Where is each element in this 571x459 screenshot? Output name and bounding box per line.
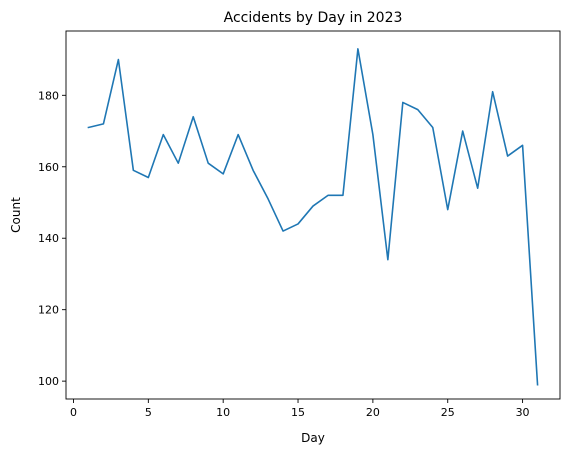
y-tick-label: 180 (38, 89, 59, 102)
x-tick-label: 5 (145, 406, 152, 419)
y-tick-label: 100 (38, 375, 59, 388)
x-axis-label: Day (301, 431, 325, 445)
x-tick-label: 30 (516, 406, 530, 419)
y-axis-label: Count (9, 197, 23, 233)
x-tick-label: 0 (70, 406, 77, 419)
y-tick-label: 140 (38, 232, 59, 245)
y-tick-label: 160 (38, 161, 59, 174)
chart-title: Accidents by Day in 2023 (224, 10, 403, 26)
y-tick-label: 120 (38, 304, 59, 317)
x-tick-label: 25 (441, 406, 455, 419)
x-tick-label: 15 (291, 406, 305, 419)
x-tick-label: 10 (216, 406, 230, 419)
x-tick-label: 20 (366, 406, 380, 419)
